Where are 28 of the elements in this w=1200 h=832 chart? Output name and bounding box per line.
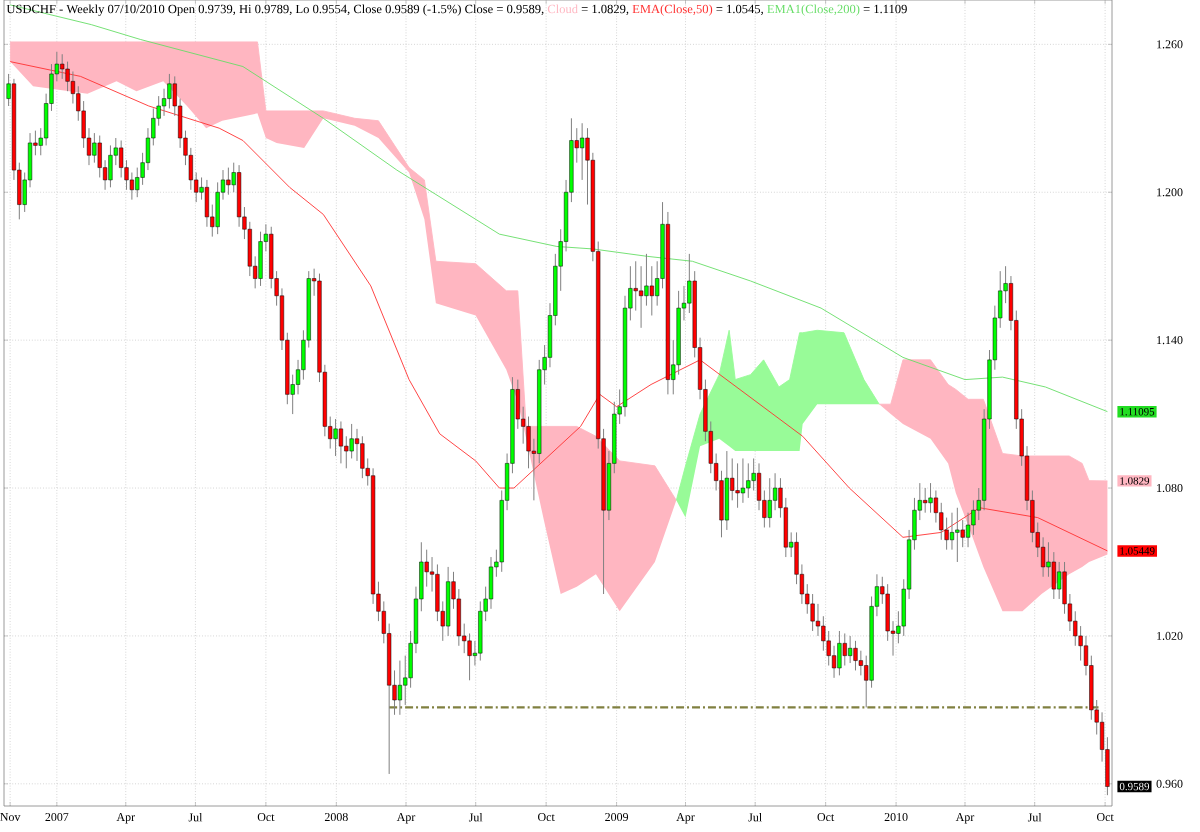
candlestick bbox=[360, 435, 365, 479]
candlestick bbox=[740, 457, 746, 504]
candlestick bbox=[639, 265, 644, 329]
candlestick bbox=[853, 640, 858, 671]
candlestick bbox=[108, 144, 113, 188]
line-series bbox=[9, 4, 1108, 413]
candlestick bbox=[258, 231, 263, 287]
candlestick bbox=[928, 482, 933, 514]
candlestick bbox=[767, 477, 772, 528]
candlestick bbox=[955, 507, 960, 563]
candlestick bbox=[338, 420, 344, 464]
candlestick bbox=[580, 122, 585, 181]
candlestick bbox=[746, 462, 751, 499]
candlestick bbox=[724, 450, 729, 531]
candlestick bbox=[446, 566, 451, 637]
candlestick bbox=[226, 167, 231, 196]
candlestick bbox=[848, 635, 853, 664]
candlestick bbox=[92, 132, 97, 164]
candlestick bbox=[837, 630, 842, 676]
candlestick bbox=[333, 418, 338, 457]
candlestick bbox=[649, 265, 654, 316]
candlestick bbox=[167, 73, 172, 109]
candlestick bbox=[842, 632, 847, 666]
candlestick bbox=[467, 632, 472, 681]
candlestick bbox=[397, 660, 402, 716]
candlestick bbox=[1057, 561, 1062, 600]
candlestick bbox=[735, 462, 740, 509]
candlestick bbox=[923, 487, 928, 514]
